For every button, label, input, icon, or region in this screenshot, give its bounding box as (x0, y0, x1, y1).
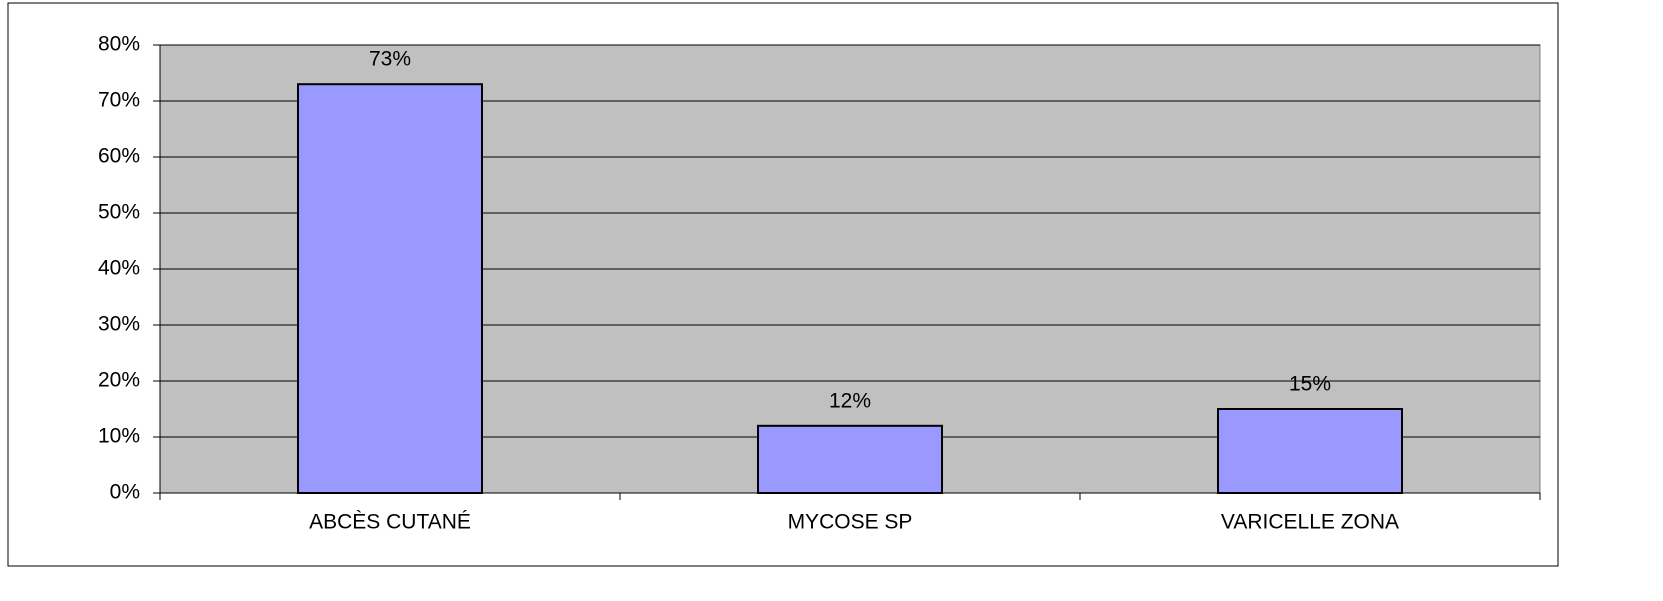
y-tick-label: 40% (98, 257, 140, 280)
data-label: 73% (369, 48, 411, 71)
y-tick-label: 50% (98, 201, 140, 224)
y-tick-label: 80% (98, 33, 140, 56)
data-label: 15% (1289, 373, 1331, 396)
y-tick-label: 30% (98, 313, 140, 336)
x-tick-label: MYCOSE SP (788, 511, 913, 534)
y-tick-label: 70% (98, 89, 140, 112)
bar (297, 83, 483, 494)
y-tick-label: 10% (98, 425, 140, 448)
bar (1217, 408, 1403, 494)
y-tick-label: 60% (98, 145, 140, 168)
x-tick-label: VARICELLE ZONA (1221, 511, 1399, 534)
x-tick-label: ABCÈS CUTANÉ (309, 511, 471, 534)
y-tick-label: 20% (98, 369, 140, 392)
data-label: 12% (829, 389, 871, 412)
bar (757, 424, 943, 494)
y-tick-label: 0% (110, 481, 140, 504)
